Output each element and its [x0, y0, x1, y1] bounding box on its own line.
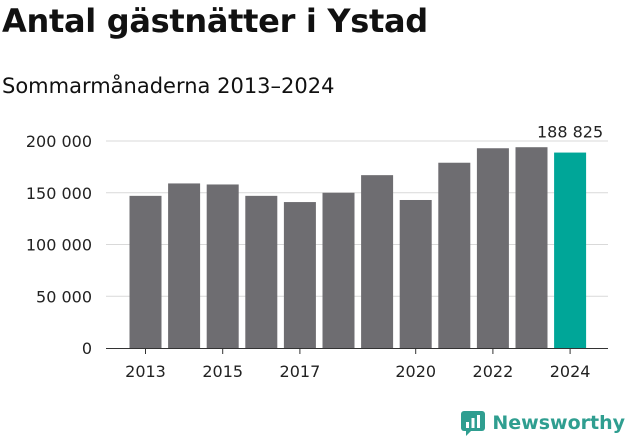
- bar: [476, 148, 509, 348]
- newsworthy-logo-icon: [461, 411, 486, 436]
- bar: [245, 195, 278, 348]
- bar: [322, 192, 355, 348]
- y-tick-label: 200 000: [26, 132, 92, 151]
- y-tick-label: 150 000: [26, 184, 92, 203]
- brand-name: Newsworthy: [492, 412, 625, 434]
- x-tick-label: 2017: [280, 362, 321, 381]
- x-tick-label: 2015: [202, 362, 243, 381]
- chart-subtitle: Sommarmånaderna 2013–2024: [2, 74, 335, 98]
- bar: [129, 195, 162, 348]
- bar: [168, 183, 201, 348]
- y-tick-label: 0: [82, 339, 92, 358]
- bar: [361, 175, 394, 348]
- y-tick-label: 100 000: [26, 236, 92, 255]
- bar: [554, 152, 587, 348]
- x-tick-label: 2013: [125, 362, 166, 381]
- bar: [515, 147, 548, 348]
- bar: [438, 162, 471, 348]
- x-tick-label: 2022: [473, 362, 514, 381]
- bar: [283, 202, 316, 348]
- chart-title: Antal gästnätter i Ystad: [2, 2, 428, 40]
- x-tick-label: 2020: [395, 362, 436, 381]
- data-label: 188 825: [537, 123, 603, 142]
- bar: [399, 199, 432, 348]
- bar: [206, 184, 239, 348]
- bar-chart: 0 50 000 100 000 150 000 200 000 2013 2015 2017…: [26, 123, 608, 381]
- x-tick-label: 2024: [550, 362, 591, 381]
- y-tick-label: 50 000: [36, 287, 92, 306]
- brand-logo: Newsworthy: [460, 408, 625, 438]
